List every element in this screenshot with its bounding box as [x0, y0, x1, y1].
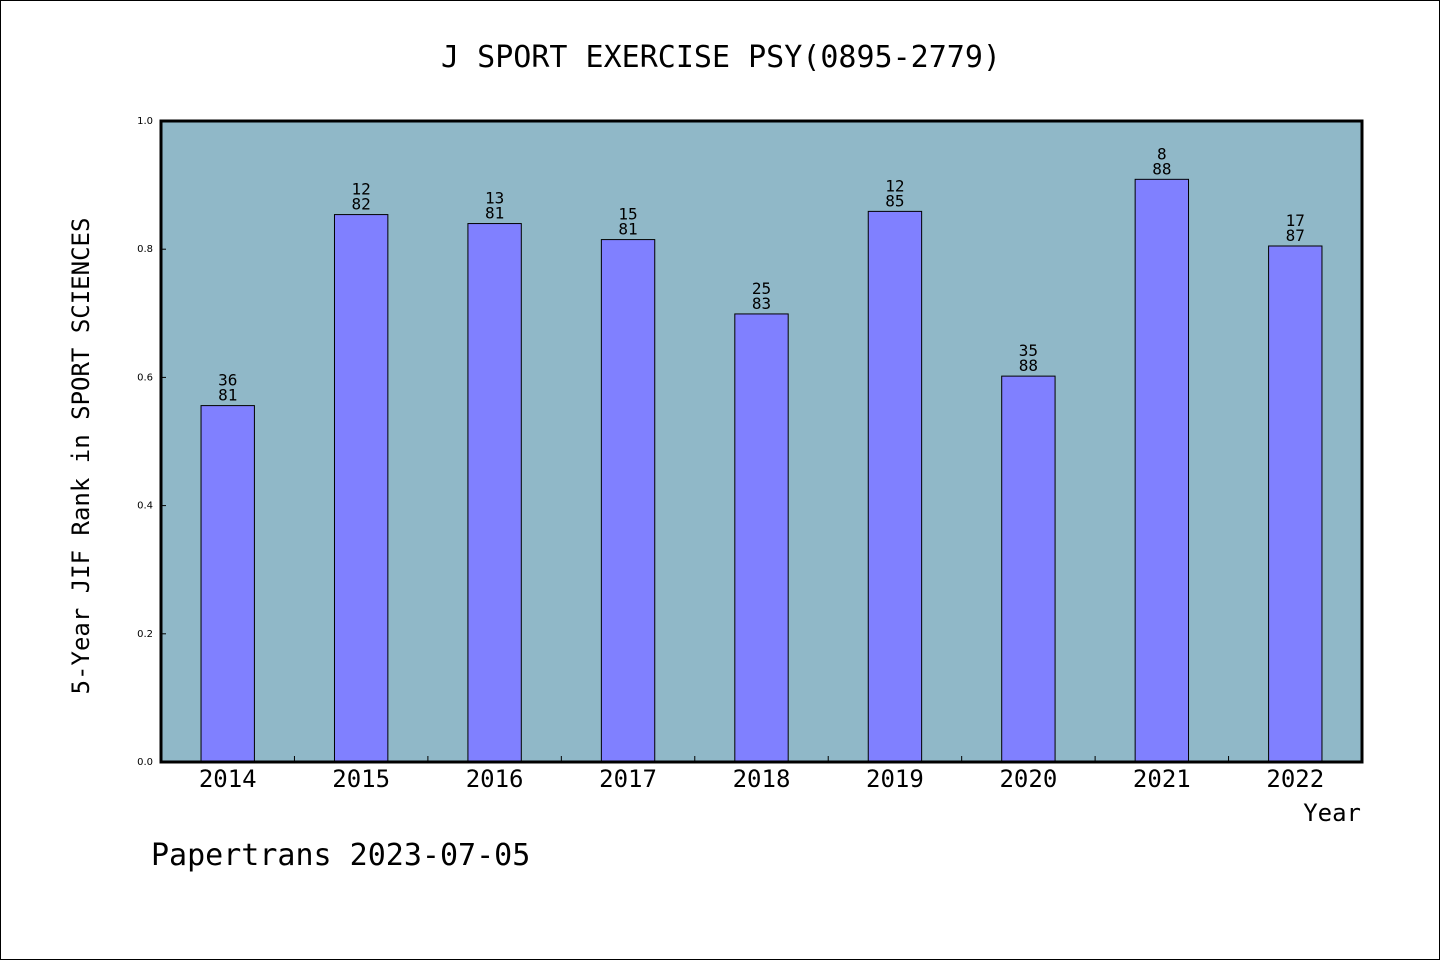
y-tick-label: 0.4: [137, 501, 153, 512]
bar-2021: [1134, 178, 1190, 763]
bar-total-label-2017: 81: [618, 220, 637, 239]
plot-frame: [159, 119, 1364, 764]
bar-total-label-2021: 88: [1152, 159, 1171, 178]
bar-2016: [467, 223, 522, 763]
bar-rank-label-2017: 15: [618, 205, 637, 224]
y-tick-label: 0.8: [137, 244, 153, 255]
bar-2022: [1268, 245, 1323, 763]
bar-rank-label-2021: 8: [1157, 144, 1167, 163]
bar-total-label-2020: 88: [1019, 356, 1038, 375]
x-tick-label-2018: 2018: [733, 765, 791, 793]
x-axis-ticks: 2014 2015 2016 2017 2018 2019 2020 2021 2022: [199, 756, 1324, 793]
bar-2014: [200, 405, 255, 763]
y-tick-label: 0.0: [137, 757, 153, 768]
x-axis-label: Year: [1303, 799, 1361, 827]
bar-2019: [867, 210, 923, 763]
bar-rank-label-2019: 12: [885, 176, 904, 195]
y-tick-label: 1.0: [137, 116, 153, 127]
bar-rank-label-2018: 25: [752, 279, 771, 298]
x-tick-label-2017: 2017: [599, 765, 657, 793]
bar-total-label-2014: 81: [218, 386, 237, 405]
bar-rank-label-2020: 35: [1019, 341, 1038, 360]
bar-total-label-2018: 83: [752, 294, 771, 313]
bar-rank-label-2022: 17: [1286, 211, 1305, 230]
bar-2017: [600, 239, 656, 763]
x-tick-label-2016: 2016: [466, 765, 524, 793]
x-tick-label-2020: 2020: [999, 765, 1057, 793]
x-tick-label-2021: 2021: [1133, 765, 1191, 793]
bar-2018: [734, 313, 789, 763]
bar-2015: [333, 214, 389, 763]
bar-total-label-2016: 81: [485, 204, 504, 223]
bar-rank-label-2015: 12: [352, 180, 371, 199]
bar-total-label-2022: 87: [1286, 226, 1305, 245]
x-tick-label-2014: 2014: [199, 765, 257, 793]
y-axis-label: 5-Year JIF Rank in SPORT SCIENCES: [67, 218, 95, 695]
x-tick-label-2015: 2015: [332, 765, 390, 793]
bar-total-label-2019: 85: [885, 191, 904, 210]
footer-credit: Papertrans 2023-07-05: [151, 838, 530, 873]
x-tick-label-2022: 2022: [1266, 765, 1324, 793]
bar-rank-label-2016: 13: [485, 189, 504, 208]
chart-title: J SPORT EXERCISE PSY(0895-2779): [441, 40, 1001, 75]
bar-rank-label-2014: 36: [218, 371, 237, 390]
bar-total-label-2015: 82: [352, 195, 371, 214]
bars-group: [200, 178, 1323, 763]
y-tick-label: 0.2: [137, 629, 153, 640]
x-tick-label-2019: 2019: [866, 765, 924, 793]
y-tick-label: 0.6: [137, 372, 153, 383]
bar-2020: [1001, 375, 1056, 763]
